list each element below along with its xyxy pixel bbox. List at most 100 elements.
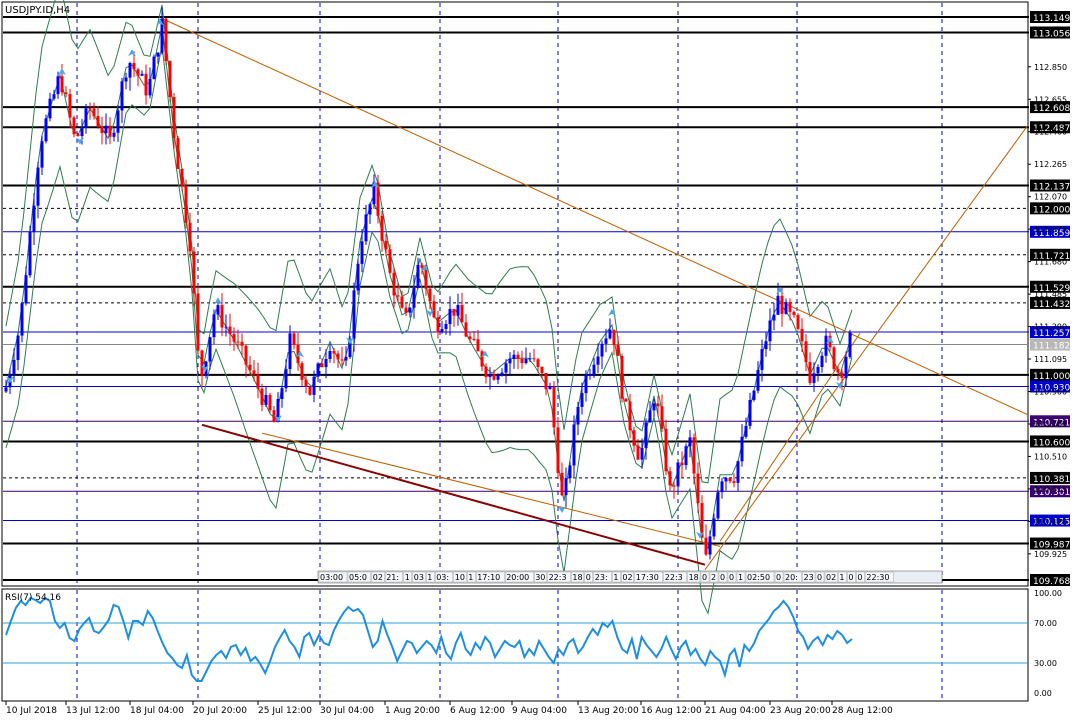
session-box [435, 571, 454, 583]
candle-body [348, 338, 352, 358]
candle-body [196, 293, 200, 351]
candle-body [624, 398, 628, 402]
session-label: 21: [386, 573, 399, 582]
candle-body [716, 492, 720, 519]
candle-body [520, 358, 524, 364]
candle-body [104, 125, 108, 133]
candle-body [100, 127, 104, 133]
candle-body [760, 349, 764, 370]
session-box [847, 571, 856, 583]
session-box [621, 571, 635, 583]
price-tick-label: 110.900 [1034, 388, 1067, 397]
candle-body [312, 376, 316, 395]
fractal-up-arrow [296, 350, 304, 358]
level-label-box [1030, 202, 1070, 215]
session-box [584, 571, 593, 583]
candle-body [280, 388, 284, 399]
candle-body [344, 357, 348, 361]
candle-body [524, 358, 528, 364]
candle-body [640, 447, 644, 460]
candle-body [160, 18, 164, 53]
candle-body [584, 374, 588, 394]
candle-body [152, 56, 156, 80]
candle-body [544, 373, 548, 390]
session-box [634, 571, 663, 583]
candle-body [84, 108, 88, 128]
candle-body [340, 359, 344, 361]
symbol-title: USDJPY.ID,H4 [5, 5, 70, 16]
candle-body [228, 326, 232, 335]
candle-body [668, 471, 672, 486]
fractal-down-arrow [201, 365, 209, 373]
candle-body [592, 364, 596, 375]
session-label: 0 [848, 573, 853, 582]
candle-body [128, 62, 132, 78]
candle-body [52, 94, 56, 99]
session-label: 1 [839, 573, 844, 582]
candle-body [220, 305, 224, 328]
candle-body [660, 406, 664, 429]
candle-body [552, 387, 556, 428]
trendline-support [201, 423, 706, 566]
session-box [385, 571, 404, 583]
candle-body [180, 168, 184, 186]
time-axis-labels: 10 Jul 2018 13 Jul 12:00 18 Jul 04:00 20 Ju… [5, 701, 893, 716]
candle-body [48, 98, 52, 119]
candle-body [60, 76, 64, 93]
session-box [838, 571, 847, 583]
candle-body [376, 182, 380, 216]
candle-body [568, 465, 572, 479]
session-label: 05:0 [349, 573, 367, 582]
session-label: 22:3 [665, 573, 683, 582]
candle-body [408, 307, 412, 313]
level-label-box [1030, 179, 1070, 192]
time-axis-label: 25 Jul 12:00 [258, 706, 312, 716]
candles [4, 7, 852, 560]
fractal-arrows [6, 18, 844, 539]
session-box [347, 571, 371, 583]
session-box [467, 571, 476, 583]
candle-body [664, 428, 668, 472]
candle-body [144, 73, 148, 96]
candle-body [788, 302, 792, 312]
candle-body [588, 374, 592, 376]
session-label: 1 [405, 573, 410, 582]
candle-body [472, 338, 476, 340]
price-tick-label: 112.655 [1034, 95, 1067, 104]
candle-body [712, 518, 716, 537]
time-axis-label: 13 Jul 12:00 [66, 706, 120, 716]
level-label-box [1030, 471, 1070, 484]
candle-body [508, 358, 512, 364]
candle-body [556, 427, 560, 473]
level-label: 110.930 [1033, 384, 1070, 394]
level-label: 112.608 [1033, 104, 1070, 114]
session-box [571, 571, 585, 583]
candle-body [844, 356, 848, 378]
candle-body [784, 302, 788, 314]
candle-body [464, 322, 468, 337]
candle-body [604, 338, 608, 344]
candle-body [636, 445, 640, 460]
candle-body [776, 295, 780, 315]
candle-body [16, 335, 20, 360]
level-label: 111.432 [1033, 300, 1070, 310]
session-box [593, 571, 612, 583]
candle-body [352, 290, 356, 339]
candle-body [404, 307, 408, 313]
fractal-up-arrow [776, 286, 784, 294]
session-label: 0 [776, 573, 781, 582]
time-axis-label: 9 Aug 04:00 [512, 706, 567, 716]
candle-body [4, 387, 8, 392]
candle-body [484, 366, 488, 378]
candle-body [108, 125, 112, 137]
candle-body [608, 329, 612, 339]
session-label: 22:30 [866, 573, 889, 582]
level-label: 112.000 [1033, 205, 1070, 215]
session-label: 03: [436, 573, 449, 582]
candle-body [688, 437, 692, 447]
fractal-down-arrow [426, 309, 434, 317]
candle-body [40, 141, 44, 168]
candle-body [436, 317, 440, 333]
candle-body [456, 305, 460, 316]
candle-body [488, 374, 492, 378]
